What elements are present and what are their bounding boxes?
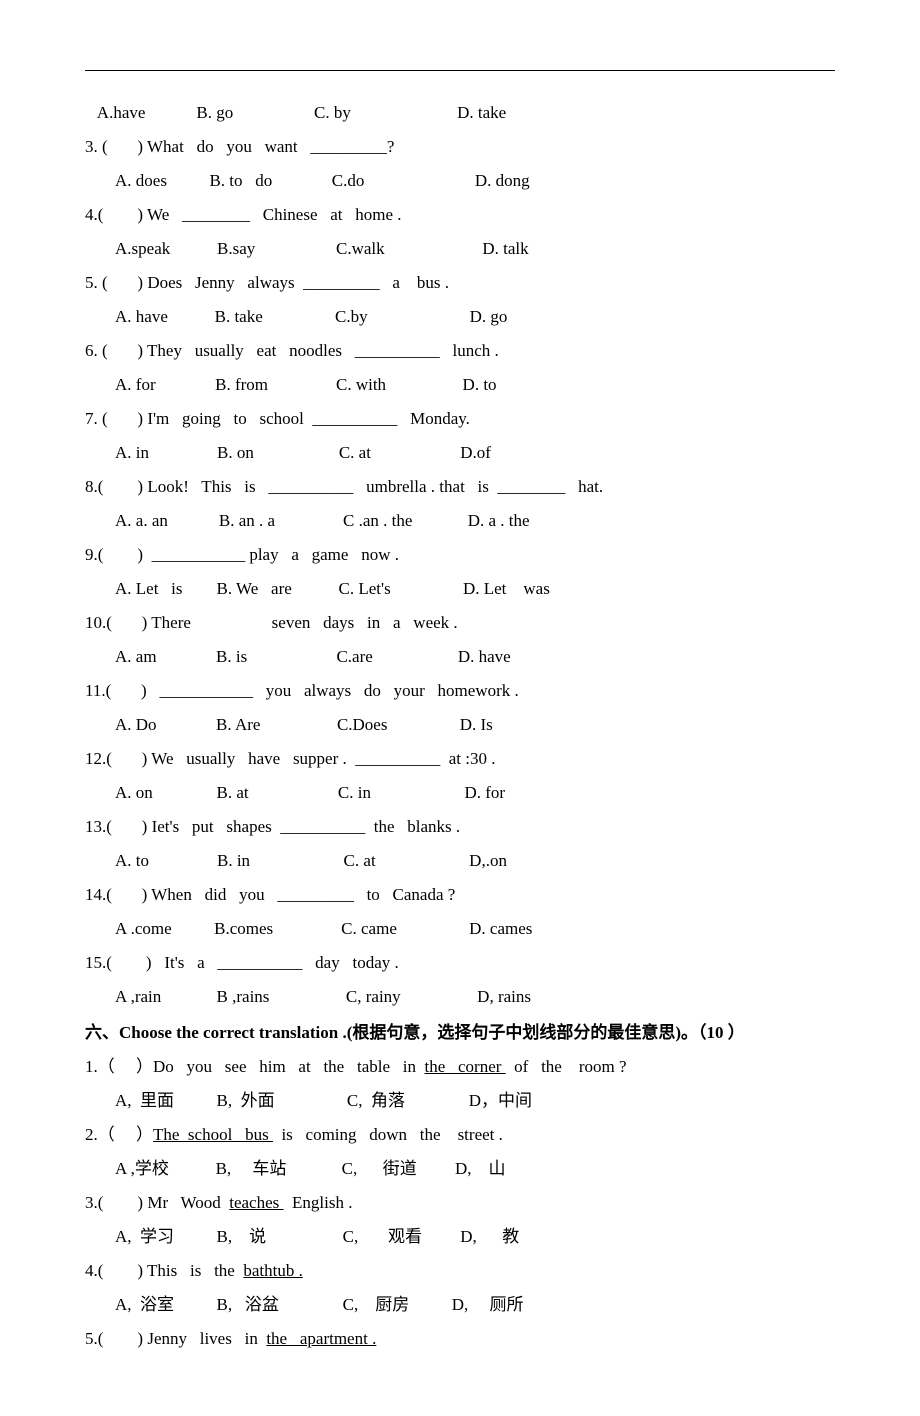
q12-stem: 12.( ) We usually have supper . ________… [85,742,835,776]
s6-q1-options: A, 里面 B, 外面 C, 角落 D，中间 [85,1084,835,1118]
s6-q4-stem: 4.( ) This is the bathtub . [85,1254,835,1288]
q15-options: A ,rain B ,rains C, rainy D, rains [85,980,835,1014]
s6-q5-prefix: 5.( ) Jenny lives in [85,1329,266,1348]
q5-options: A. have B. take C.by D. go [85,300,835,334]
s6-q2-stem: 2.（ ）The school bus is coming down the s… [85,1118,835,1152]
q8-options: A. a. an B. an . a C .an . the D. a . th… [85,504,835,538]
q2-options: A.have B. go C. by D. take [85,96,835,130]
q13-stem: 13.( ) Iet's put shapes __________ the b… [85,810,835,844]
q6-stem: 6. ( ) They usually eat noodles ________… [85,334,835,368]
s6-q4-prefix: 4.( ) This is the [85,1261,243,1280]
q14-options: A .come B.comes C. came D. cames [85,912,835,946]
section6-header: 六、Choose the correct translation .(根据句意，… [85,1016,835,1050]
s6-q3-stem: 3.( ) Mr Wood teaches English . [85,1186,835,1220]
q10-options: A. am B. is C.are D. have [85,640,835,674]
q5-stem: 5. ( ) Does Jenny always _________ a bus… [85,266,835,300]
q15-stem: 15.( ) It's a __________ day today . [85,946,835,980]
q7-stem: 7. ( ) I'm going to school __________ Mo… [85,402,835,436]
s6-q3-prefix: 3.( ) Mr Wood [85,1193,229,1212]
s6-q4-underlined: bathtub . [243,1261,303,1280]
q7-options: A. in B. on C. at D.of [85,436,835,470]
page-top-rule [85,70,835,71]
q9-stem: 9.( ) ___________ play a game now . [85,538,835,572]
q6-options: A. for B. from C. with D. to [85,368,835,402]
section6-questions: 1.（ ）Do you see him at the table in the … [85,1050,835,1356]
q3-stem: 3. ( ) What do you want _________? [85,130,835,164]
q11-options: A. Do B. Are C.Does D. Is [85,708,835,742]
q8-stem: 8.( ) Look! This is __________ umbrella … [85,470,835,504]
s6-q5-underlined: the apartment . [266,1329,376,1348]
s6-q1-suffix: of the room ? [506,1057,627,1076]
s6-q2-suffix: is coming down the street . [273,1125,503,1144]
q3-options: A. does B. to do C.do D. dong [85,164,835,198]
s6-q5-stem: 5.( ) Jenny lives in the apartment . [85,1322,835,1356]
s6-q1-prefix: 1.（ ）Do you see him at the table in [85,1057,424,1076]
q12-options: A. on B. at C. in D. for [85,776,835,810]
q4-stem: 4.( ) We ________ Chinese at home . [85,198,835,232]
q14-stem: 14.( ) When did you _________ to Canada … [85,878,835,912]
s6-q3-suffix: English . [284,1193,353,1212]
q4-options: A.speak B.say C.walk D. talk [85,232,835,266]
s6-q2-underlined: The school bus [153,1125,273,1144]
q9-options: A. Let is B. We are C. Let's D. Let was [85,572,835,606]
s6-q3-underlined: teaches [229,1193,283,1212]
section5-questions: A.have B. go C. by D. take 3. ( ) What d… [85,96,835,1014]
s6-q3-options: A, 学习 B, 说 C, 观看 D, 教 [85,1220,835,1254]
s6-q2-prefix: 2.（ ） [85,1125,153,1144]
q10-stem: 10.( ) There seven days in a week . [85,606,835,640]
s6-q2-options: A ,学校 B, 车站 C, 街道 D, 山 [85,1152,835,1186]
s6-q1-underlined: the corner [424,1057,505,1076]
q13-options: A. to B. in C. at D,.on [85,844,835,878]
q11-stem: 11.( ) ___________ you always do your ho… [85,674,835,708]
s6-q1-stem: 1.（ ）Do you see him at the table in the … [85,1050,835,1084]
s6-q4-options: A, 浴室 B, 浴盆 C, 厨房 D, 厕所 [85,1288,835,1322]
